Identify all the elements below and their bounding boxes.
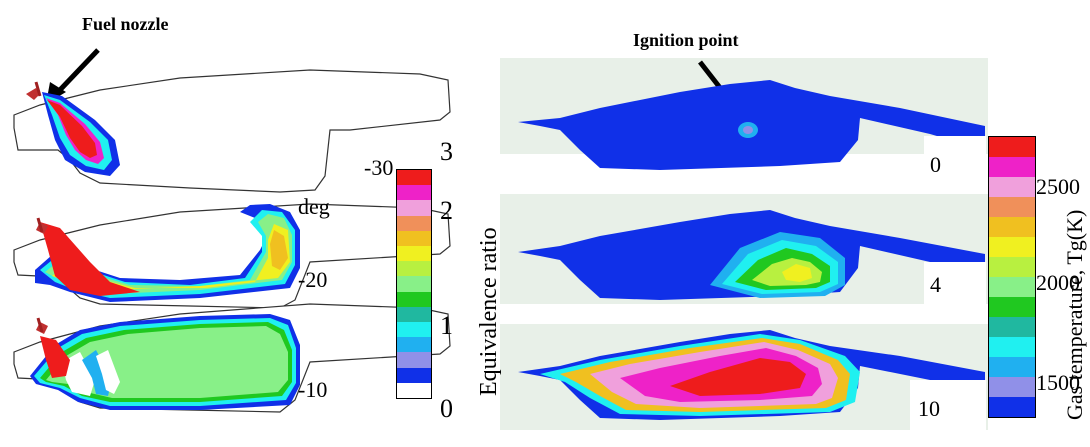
equivalence-colorbar-swatch	[397, 200, 431, 216]
equivalence-colorbar-swatch	[397, 170, 431, 186]
temperature-colorbar-swatch	[989, 157, 1035, 177]
equivalence-colorbar-swatch	[397, 291, 431, 307]
row-label-4-box	[924, 262, 986, 306]
temperature-colorbar-swatch	[989, 137, 1035, 157]
temp-tick-2000: 2000	[1036, 270, 1080, 295]
equivalence-colorbar-swatch	[397, 215, 431, 231]
equivalence-tick-1: 1	[440, 311, 453, 340]
equivalence-tick-3: 3	[440, 137, 453, 166]
chamber-row-4	[518, 210, 985, 300]
chamber-row-minus20	[13, 203, 451, 309]
temperature-colorbar-swatch	[989, 397, 1035, 417]
ignition-point-title: Ignition point	[633, 30, 739, 50]
equivalence-colorbar-swatch	[397, 382, 431, 398]
equivalence-colorbar-swatch	[397, 261, 431, 277]
unit-label-deg: deg	[298, 194, 330, 219]
chamber-row-0	[518, 80, 985, 170]
temperature-axis-label: Gas temperature, Tg(K)	[1062, 209, 1087, 420]
chamber-row-minus10	[13, 303, 451, 413]
equivalence-colorbar-swatch	[397, 352, 431, 368]
temperature-colorbar-swatch	[989, 297, 1035, 317]
temperature-colorbar	[988, 136, 1036, 418]
temperature-colorbar-swatch	[989, 237, 1035, 257]
chamber-row-10	[518, 330, 985, 420]
chamber-row-minus30	[13, 69, 451, 193]
temperature-colorbar-swatch	[989, 197, 1035, 217]
row-label-4: 4	[930, 272, 941, 297]
row-label-minus20: -20	[298, 267, 328, 292]
temperature-colorbar-swatch	[989, 317, 1035, 337]
temperature-colorbar-swatch	[989, 357, 1035, 377]
equivalence-tick-2: 2	[440, 196, 453, 225]
equivalence-colorbar	[396, 169, 432, 399]
temp-tick-2500: 2500	[1036, 174, 1080, 199]
equivalence-colorbar-swatch	[397, 367, 431, 383]
row-label-10-box	[910, 380, 986, 430]
fuel-nozzle-title: Fuel nozzle	[82, 14, 169, 34]
temperature-colorbar-swatch	[989, 337, 1035, 357]
row-label-minus10: -10	[298, 377, 328, 402]
row-label-0: 0	[930, 152, 941, 177]
temp-tick-1500: 1500	[1036, 370, 1080, 395]
temperature-colorbar-swatch	[989, 177, 1035, 197]
equivalence-colorbar-swatch	[397, 245, 431, 262]
equivalence-colorbar-swatch	[397, 337, 431, 353]
equivalence-axis-label: Equivalence ratio	[476, 227, 502, 396]
equivalence-colorbar-swatch	[397, 306, 431, 322]
row-label-0-box	[924, 136, 986, 186]
equivalence-colorbar-swatch	[397, 321, 431, 338]
temperature-colorbar-swatch	[989, 257, 1035, 277]
equivalence-tick-0: 0	[440, 394, 453, 423]
row-label-minus30: -30	[364, 155, 394, 180]
row-label-10: 10	[918, 396, 940, 421]
temperature-colorbar-swatch	[989, 217, 1035, 237]
temperature-colorbar-swatch	[989, 377, 1035, 397]
equivalence-colorbar-swatch	[397, 276, 431, 292]
equivalence-colorbar-swatch	[397, 230, 431, 246]
temperature-colorbar-swatch	[989, 277, 1035, 297]
equivalence-colorbar-swatch	[397, 185, 431, 201]
